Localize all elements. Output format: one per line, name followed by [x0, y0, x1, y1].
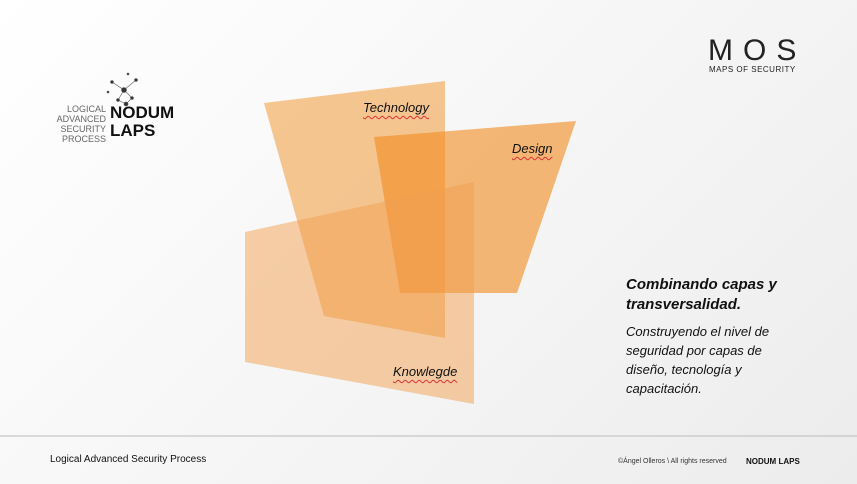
footer-brand: NODUM LAPS [746, 457, 800, 466]
footer-copyright: ©Ángel Olleros \ All rights reserved [618, 458, 727, 465]
heading: Combinando capas y transversalidad. [626, 276, 777, 313]
logo-icon [106, 72, 138, 107]
logo-left-text: LOGICAL ADVANCED SECURITY PROCESS [56, 104, 106, 144]
partner-subtitle: MAPS OF SECURITY [709, 65, 796, 74]
layer-label: Knowlegde [393, 364, 458, 379]
layer-label: Technology [363, 100, 430, 115]
footer-left: Logical Advanced Security Process [50, 454, 207, 465]
layer-label: Design [512, 141, 553, 156]
logo-brand: NODUM LAPS [110, 103, 175, 140]
body-text: Construyendo el nivel de seguridad por c… [626, 324, 770, 396]
knowledge-layer [245, 182, 474, 404]
partner-mark: MOS [708, 34, 807, 67]
